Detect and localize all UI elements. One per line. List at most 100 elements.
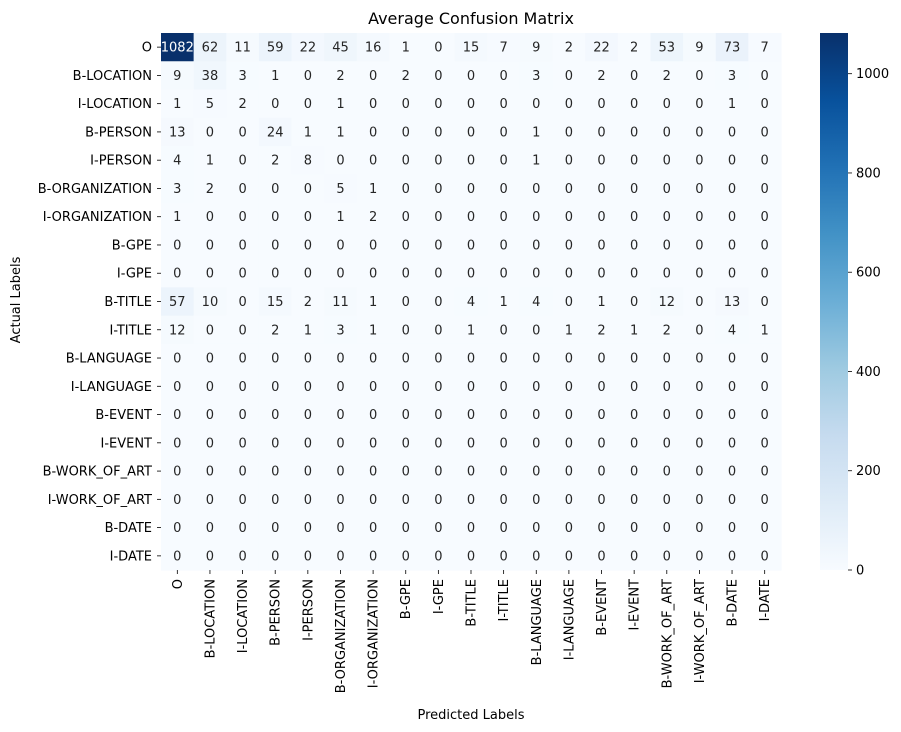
heatmap-cell [585,456,619,486]
heatmap-cell [389,428,423,458]
cell-value: 0 [369,380,377,395]
x-tick-label: B-EVENT [595,579,610,636]
heatmap-cell [291,117,325,147]
cell-value: 0 [206,352,214,367]
cell-value: 0 [304,210,312,225]
heatmap-cell [617,174,652,204]
heatmap-cell [161,287,195,317]
heatmap-cell [519,174,554,204]
cell-value: 0 [565,521,573,536]
y-tick-label: B-ORGANIZATION [38,182,152,197]
cell-value: 0 [402,295,410,310]
heatmap-cell [650,61,684,91]
cell-value: 0 [728,154,736,169]
cell-value: 0 [238,436,246,451]
heatmap-cell [650,456,684,486]
cell-value: 0 [304,549,312,564]
cell-value: 0 [532,408,540,423]
x-tick-label: B-TITLE [465,579,480,627]
cell-value: 0 [695,182,703,197]
cell-value: 0 [728,436,736,451]
heatmap-cell [617,485,652,515]
heatmap-cell [552,89,586,119]
heatmap-cell [291,343,325,373]
cell-value: 0 [467,238,475,253]
heatmap-cell [258,117,293,147]
cell-value: 0 [271,182,279,197]
heatmap-cell [161,117,195,147]
x-tick-label: B-GPE [399,579,414,619]
x-tick-label: B-WORK_OF_ART [660,579,675,688]
heatmap-cell [683,33,717,62]
heatmap-cell [585,89,619,119]
x-tick-label: B-LOCATION [203,579,218,658]
cell-value: 0 [369,408,377,423]
cell-value: 0 [630,549,638,564]
heatmap-cell [519,428,554,458]
heatmap-cell [715,541,749,571]
cell-value: 0 [369,352,377,367]
cell-value: 0 [597,380,605,395]
heatmap-cell [324,456,358,486]
cell-value: 0 [695,154,703,169]
cell-value: 1 [271,69,279,84]
heatmap-cell [585,372,619,402]
cell-value: 5 [206,97,214,112]
heatmap-cell [487,513,521,543]
x-tick-label: I-DATE [758,579,773,621]
heatmap-cell [552,259,586,288]
cell-value: 0 [336,380,344,395]
heatmap-cell [617,343,652,373]
heatmap-cell [422,456,456,486]
heatmap-cell [454,287,488,317]
heatmap-cell [226,202,260,232]
heatmap-cell-labels: 1082 62 11 59 22 45 16 1 0 15 7 9 2 22 2 53 9 73 79 38 3 1 0 2 0… [161,41,769,565]
cell-value: 5 [336,182,344,197]
heatmap-cell [487,89,521,119]
heatmap-cell [389,174,423,204]
heatmap-cell [683,202,717,232]
cell-value: 0 [761,549,769,564]
cell-value: 0 [532,267,540,282]
heatmap-cell [585,343,619,373]
heatmap-cell [258,343,293,373]
cell-value: 0 [663,182,671,197]
cell-value: 0 [499,549,507,564]
heatmap-cell [519,400,554,430]
cell-value: 2 [402,69,410,84]
cell-value: 0 [434,380,442,395]
cell-value: 0 [695,69,703,84]
cell-value: 4 [467,295,475,310]
heatmap-cell [389,485,423,515]
cell-value: 15 [267,295,284,310]
heatmap-cell [585,146,619,175]
heatmap-cell [291,287,325,317]
cell-value: 0 [597,267,605,282]
cell-value: 0 [630,182,638,197]
cell-value: 0 [499,210,507,225]
heatmap-cell [161,372,195,402]
heatmap-cell [683,428,717,458]
heatmap-cell [454,146,488,175]
cell-value: 2 [206,182,214,197]
heatmap-cell [258,89,293,119]
cell-value: 0 [369,154,377,169]
heatmap-cell [585,202,619,232]
heatmap-cell [161,343,195,373]
cell-value: 0 [761,267,769,282]
y-tick-label: O [142,41,152,56]
cell-value: 1 [761,323,769,338]
heatmap-cell [519,343,554,373]
cell-value: 0 [206,465,214,480]
cell-value: 0 [336,408,344,423]
heatmap-cell [291,372,325,402]
heatmap-cell [161,315,195,345]
heatmap-cell [487,541,521,571]
cell-value: 3 [173,182,181,197]
cell-value: 57 [169,295,186,310]
cell-value: 1 [173,97,181,112]
heatmap-cell [748,541,782,571]
heatmap-cell [487,428,521,458]
heatmap-cell [683,456,717,486]
